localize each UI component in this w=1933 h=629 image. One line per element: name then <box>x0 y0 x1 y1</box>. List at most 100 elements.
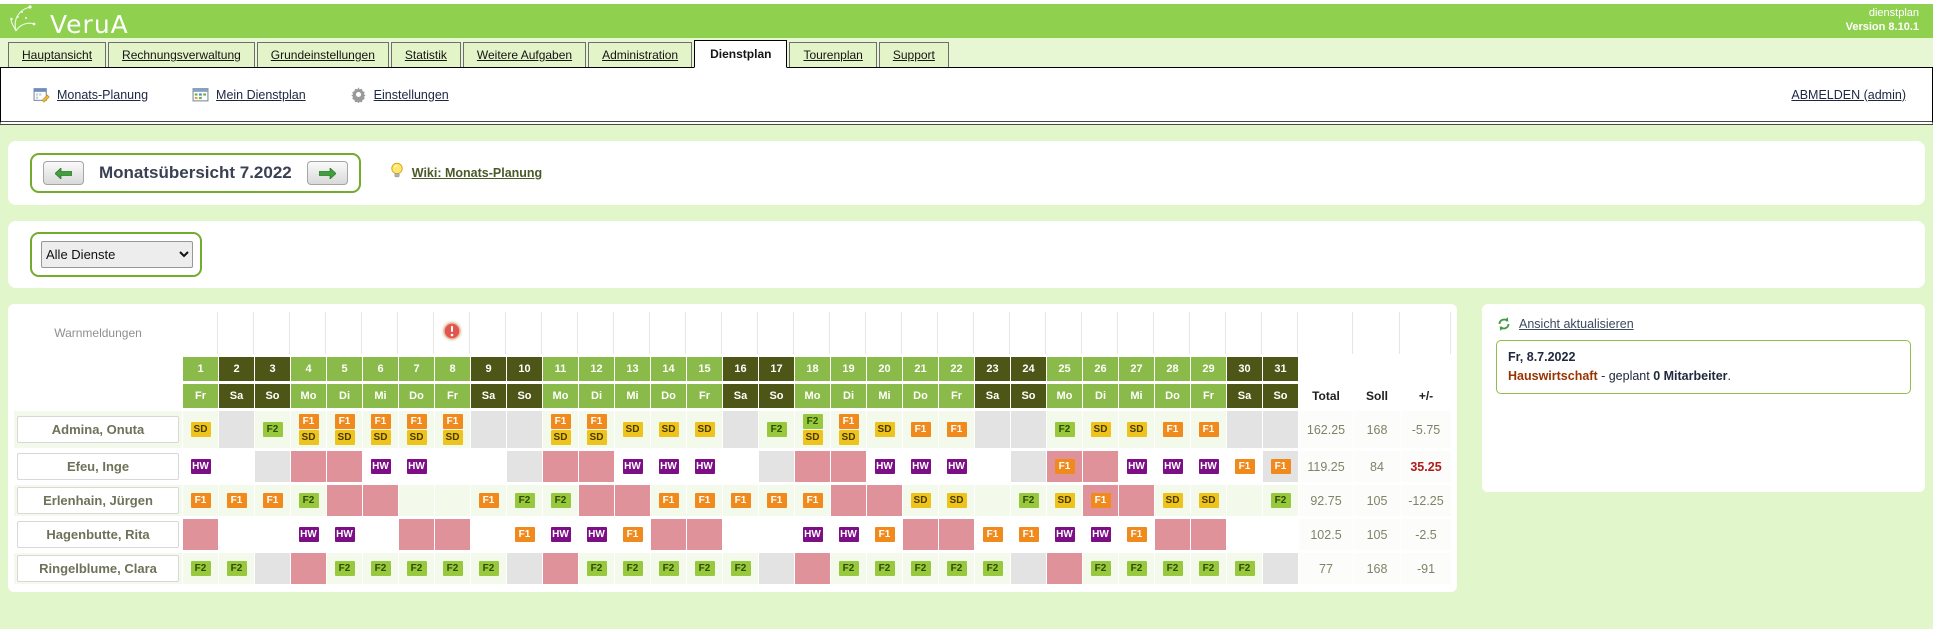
shift-cell[interactable]: HW <box>1047 519 1082 550</box>
shift-cell[interactable]: HW <box>867 451 902 482</box>
shift-cell[interactable]: HW <box>687 451 722 482</box>
shift-cell[interactable] <box>1083 451 1118 482</box>
shift-cell[interactable]: F1 <box>651 485 686 516</box>
refresh-link[interactable]: Ansicht aktualisieren <box>1496 316 1634 332</box>
shift-cell[interactable] <box>759 553 794 584</box>
shift-cell[interactable]: F1 <box>1011 519 1046 550</box>
shift-cell[interactable] <box>903 519 938 550</box>
shift-cell[interactable]: SD <box>1047 485 1082 516</box>
shift-cell[interactable]: F2 <box>255 411 290 448</box>
shift-cell[interactable]: F1 <box>867 519 902 550</box>
shift-cell[interactable]: F2 <box>651 553 686 584</box>
shift-cell[interactable]: F1 <box>903 411 938 448</box>
shift-cell[interactable] <box>399 519 434 550</box>
shift-cell[interactable] <box>435 519 470 550</box>
shift-cell[interactable]: F2 <box>1263 485 1298 516</box>
shift-cell[interactable] <box>327 451 362 482</box>
shift-cell[interactable] <box>327 485 362 516</box>
shift-cell[interactable] <box>1263 519 1298 550</box>
shift-cell[interactable] <box>291 451 326 482</box>
shift-cell[interactable]: HW <box>615 451 650 482</box>
shift-cell[interactable]: F2 <box>1011 485 1046 516</box>
shift-cell[interactable] <box>1227 411 1262 448</box>
shift-cell[interactable]: F1 <box>183 485 218 516</box>
shift-cell[interactable] <box>651 519 686 550</box>
shift-cell[interactable]: F2 <box>435 553 470 584</box>
shift-cell[interactable] <box>831 485 866 516</box>
shift-cell[interactable]: SD <box>939 485 974 516</box>
shift-cell[interactable] <box>1263 553 1298 584</box>
shift-cell[interactable]: HW <box>795 519 830 550</box>
shift-cell[interactable] <box>975 485 1010 516</box>
shift-cell[interactable] <box>363 519 398 550</box>
tab-grundeinstellungen[interactable]: Grundeinstellungen <box>256 42 389 67</box>
shift-cell[interactable]: F2 <box>975 553 1010 584</box>
shift-cell[interactable]: HW <box>903 451 938 482</box>
shift-cell[interactable]: F1 <box>939 411 974 448</box>
shift-cell[interactable]: F1 <box>615 519 650 550</box>
shift-cell[interactable]: HW <box>831 519 866 550</box>
shift-cell[interactable]: F1 <box>795 485 830 516</box>
shift-cell[interactable] <box>975 451 1010 482</box>
shift-cell[interactable]: F2 <box>1227 553 1262 584</box>
shift-cell[interactable]: F2 <box>363 553 398 584</box>
shift-cell[interactable] <box>435 485 470 516</box>
service-filter-select[interactable]: Alle Dienste <box>41 241 193 268</box>
shift-cell[interactable]: F2 <box>543 485 578 516</box>
shift-cell[interactable] <box>219 411 254 448</box>
shift-cell[interactable] <box>471 519 506 550</box>
shift-cell[interactable]: F2 <box>1119 553 1154 584</box>
shift-cell[interactable]: F2 <box>1155 553 1190 584</box>
shift-cell[interactable]: F1 <box>687 485 722 516</box>
shift-cell[interactable] <box>1011 553 1046 584</box>
shift-cell[interactable]: F2 <box>903 553 938 584</box>
shift-cell[interactable]: F1 SD <box>543 411 578 448</box>
shift-cell[interactable]: F1 <box>975 519 1010 550</box>
shift-cell[interactable] <box>219 519 254 550</box>
prev-month-button[interactable] <box>43 161 84 185</box>
shift-cell[interactable]: F1 <box>219 485 254 516</box>
shift-cell[interactable] <box>1227 519 1262 550</box>
shift-cell[interactable]: F2 SD <box>795 411 830 448</box>
shift-cell[interactable]: SD <box>651 411 686 448</box>
shift-cell[interactable]: SD <box>1191 485 1226 516</box>
shift-cell[interactable]: F2 <box>291 485 326 516</box>
warning-icon[interactable] <box>435 312 470 354</box>
shift-cell[interactable] <box>759 451 794 482</box>
shift-cell[interactable] <box>255 553 290 584</box>
next-month-button[interactable] <box>306 161 348 185</box>
shift-cell[interactable] <box>435 451 470 482</box>
shift-cell[interactable] <box>255 451 290 482</box>
shift-cell[interactable]: F2 <box>615 553 650 584</box>
shift-cell[interactable] <box>255 519 290 550</box>
shift-cell[interactable]: F1 <box>507 519 542 550</box>
logout-link[interactable]: ABMELDEN (admin) <box>1791 87 1906 102</box>
shift-cell[interactable]: F2 <box>579 553 614 584</box>
shift-cell[interactable] <box>723 519 758 550</box>
shift-cell[interactable] <box>795 553 830 584</box>
shift-cell[interactable]: F1 SD <box>579 411 614 448</box>
shift-cell[interactable]: F1 SD <box>327 411 362 448</box>
toolbar-item-monats-planung[interactable]: Monats-Planung <box>33 86 148 103</box>
shift-cell[interactable] <box>1011 451 1046 482</box>
tab-hauptansicht[interactable]: Hauptansicht <box>8 42 107 67</box>
shift-cell[interactable]: F1 <box>1047 451 1082 482</box>
shift-cell[interactable] <box>831 451 866 482</box>
toolbar-item-einstellungen[interactable]: Einstellungen <box>350 86 449 103</box>
shift-cell[interactable] <box>939 519 974 550</box>
shift-cell[interactable]: HW <box>363 451 398 482</box>
shift-cell[interactable] <box>1047 553 1082 584</box>
shift-cell[interactable] <box>867 485 902 516</box>
shift-cell[interactable]: HW <box>1083 519 1118 550</box>
shift-cell[interactable] <box>687 519 722 550</box>
shift-cell[interactable]: HW <box>183 451 218 482</box>
shift-cell[interactable]: HW <box>939 451 974 482</box>
shift-cell[interactable] <box>1011 411 1046 448</box>
shift-cell[interactable]: HW <box>579 519 614 550</box>
tab-support[interactable]: Support <box>878 42 949 67</box>
shift-cell[interactable]: HW <box>543 519 578 550</box>
shift-cell[interactable]: SD <box>615 411 650 448</box>
shift-cell[interactable] <box>975 411 1010 448</box>
tab-statistik[interactable]: Statistik <box>390 42 461 67</box>
shift-cell[interactable] <box>1119 485 1154 516</box>
